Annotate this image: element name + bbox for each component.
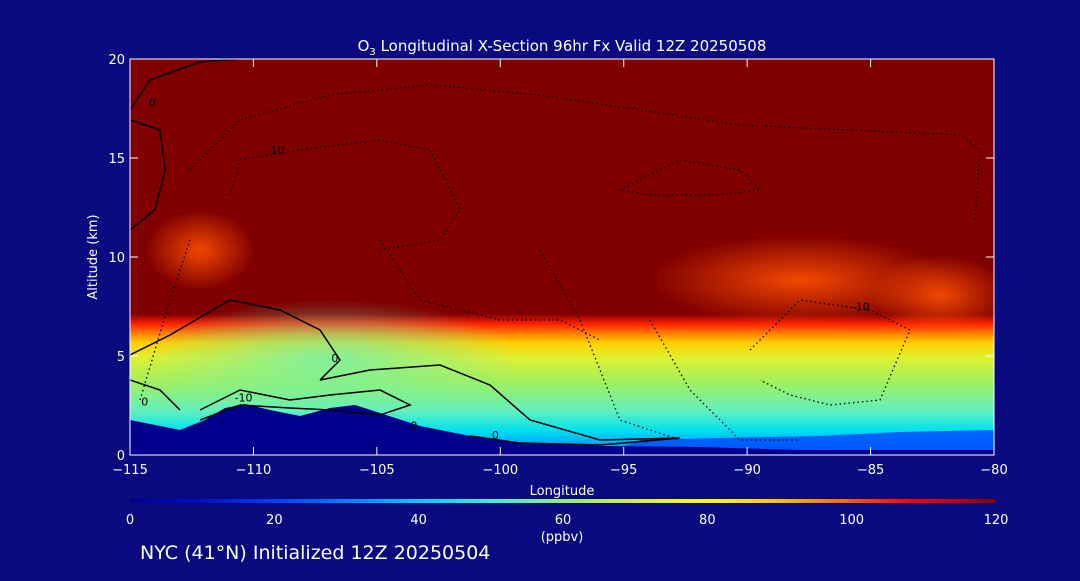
colorbar-tick-label: 40 — [410, 513, 427, 528]
x-axis: −115 −110 −105 −100 −95 −90 −85 −80 — [112, 59, 1008, 478]
high-ozone-patch-far-east — [870, 255, 994, 335]
x-tick-label: −85 — [857, 463, 884, 478]
contour-label: 0 — [410, 419, 417, 432]
mid-ozone-patch — [140, 300, 520, 420]
contour-label: -10 — [852, 300, 870, 313]
colorbar-tick-label: 60 — [555, 513, 572, 528]
plot-area: 0 -10 0 -10 0 0 0 -10 — [130, 59, 994, 455]
colorbar-unit: (ppbv) — [541, 530, 584, 545]
colorbar-tick-label: 20 — [266, 513, 283, 528]
contour-label: -10 — [235, 392, 253, 405]
y-axis: 0 5 10 15 20 — [108, 53, 994, 464]
y-tick-label: 20 — [108, 53, 125, 68]
y-tick-label: 10 — [108, 251, 125, 266]
high-ozone-patch-west — [145, 210, 255, 290]
y-tick-label: 15 — [108, 152, 125, 167]
x-tick-label: −95 — [610, 463, 637, 478]
y-tick-label: 0 — [117, 449, 125, 464]
contour-label: 0 — [331, 352, 338, 365]
colorbar-tick-label: 100 — [839, 513, 864, 528]
x-tick-label: −80 — [980, 463, 1007, 478]
colorbar-ticks: 0 20 40 60 80 100 120 — [126, 513, 1009, 528]
y-axis-label: Altitude (km) — [86, 214, 101, 299]
y-tick-label: 5 — [117, 350, 125, 365]
x-tick-label: −115 — [112, 463, 148, 478]
chart-title: O3 Longitudinal X-Section 96hr Fx Valid … — [358, 37, 767, 58]
contour-label: 0 — [492, 429, 499, 442]
contour-labels: 0 -10 0 -10 0 0 0 -10 — [141, 97, 869, 443]
colorbar — [130, 499, 996, 503]
x-tick-label: −90 — [733, 463, 760, 478]
contour-label: 0 — [149, 97, 156, 110]
x-axis-label: Longitude — [530, 484, 595, 499]
x-tick-label: −110 — [236, 463, 272, 478]
footer-caption: NYC (41°N) Initialized 12Z 20250504 — [140, 542, 491, 564]
colorbar-tick-label: 80 — [699, 513, 716, 528]
colorbar-tick-label: 0 — [126, 513, 134, 528]
colorbar-tick-label: 120 — [984, 513, 1009, 528]
contour-label: -10 — [267, 144, 285, 157]
contour-label: 0 — [141, 396, 148, 409]
solid-contours — [130, 59, 681, 446]
x-tick-label: −100 — [482, 463, 518, 478]
dotted-contours — [139, 84, 981, 441]
x-tick-label: −105 — [359, 463, 395, 478]
terrain — [130, 404, 994, 455]
